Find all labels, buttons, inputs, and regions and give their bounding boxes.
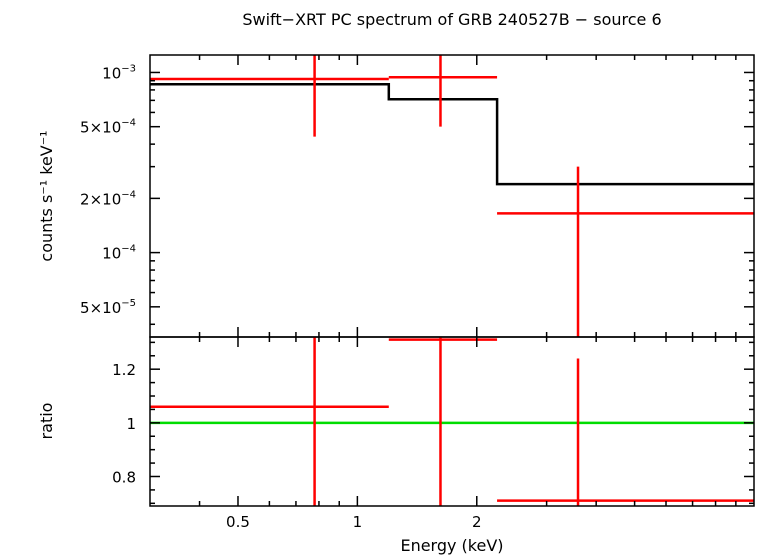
ratio-ticks	[150, 337, 754, 506]
x-tick-label: 0.5	[226, 513, 250, 531]
ratio-y-tick-labels: 1.2 1 0.8	[112, 361, 136, 486]
chart-title: Swift−XRT PC spectrum of GRB 240527B − s…	[242, 10, 661, 29]
x-tick-labels: 0.5 1 2	[226, 513, 481, 531]
spectrum-y-tick-label: 5×10−4	[80, 118, 136, 137]
spectrum-y-tick-label: 10−3	[102, 63, 136, 82]
spectrum-y-tick-label: 5×10−5	[80, 298, 136, 317]
spectrum-y-tick-label: 10−4	[102, 244, 136, 263]
model-step-line	[150, 83, 754, 186]
ratio-y-axis-label: ratio	[37, 403, 56, 440]
x-tick-label: 2	[472, 513, 482, 531]
ratio-y-tick-label: 1.2	[112, 361, 136, 379]
x-tick-label: 1	[353, 513, 363, 531]
spectrum-frame	[149, 54, 755, 338]
ratio-y-tick-label: 1	[126, 415, 136, 433]
x-axis-label: Energy (keV)	[400, 536, 503, 555]
spectrum-y-tick-labels: 10−3 5×10−4 2×10−4 10−4 5×10−5	[80, 63, 136, 316]
spectrum-y-axis-label: counts s⁻¹ keV⁻¹	[37, 130, 56, 261]
ratio-panel: 1.2 1 0.8 0.5 1 2 ratio Energy (keV)	[37, 336, 755, 555]
spectrum-ticks	[150, 55, 754, 337]
ratio-y-tick-label: 0.8	[112, 468, 136, 486]
spectrum-plot-area	[150, 55, 754, 337]
spectrum-panel: 10−3 5×10−4 2×10−4 10−4 5×10−5 counts s⁻¹ ke…	[37, 54, 755, 338]
ratio-plot-area	[150, 337, 754, 506]
spectrum-y-tick-label: 2×10−4	[80, 189, 136, 208]
ratio-frame	[149, 336, 755, 507]
